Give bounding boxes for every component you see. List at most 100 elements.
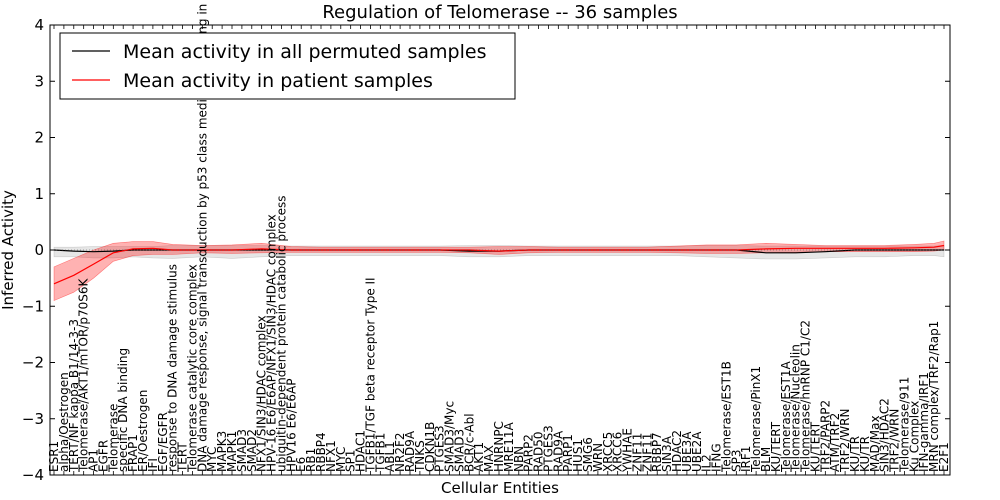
x-tick-label: alpha/Oestrogen (57, 372, 71, 472)
x-tick-label: RAD9A (551, 430, 565, 472)
x-tick-label: MRE11A (502, 421, 516, 472)
x-tick-label: NFX1 (324, 440, 338, 472)
x-tick-label: SMAD2 (245, 429, 259, 472)
x-tick-label: CDKN1B (423, 422, 437, 472)
x-tick-label: TRF2/PARP2 (818, 400, 832, 473)
x-tick-label: UBE3A (680, 431, 694, 472)
x-tick-label: E2F1 (937, 442, 951, 472)
x-tick-label: HDAC2 (670, 430, 684, 472)
x-tick-label: SP3 (729, 449, 743, 472)
x-tick-label: RBBP4 (314, 432, 328, 472)
x-tick-label: Ku Complex (907, 401, 921, 472)
x-tick-label: RAD50 (532, 431, 546, 472)
x-tick-label: RAD9A (403, 430, 417, 472)
x-tick-label: Telomerase/EST1A (779, 360, 793, 473)
legend-frame (59, 32, 516, 100)
y-tick-label: 2 (34, 129, 44, 147)
x-tick-label: YWHAE (621, 428, 635, 473)
x-tick-label: Telomerase/AKT1/mTOR/p70S6K (77, 278, 91, 474)
x-tick-label: E6 (294, 457, 308, 472)
y-tick-label: −3 (22, 410, 44, 428)
x-tick-label: KU/TR (858, 436, 872, 472)
y-tick-label: −1 (22, 297, 44, 315)
y-tick-label: 1 (34, 185, 44, 203)
x-tick-label: Telomerase/Nucleolin (789, 344, 803, 473)
x-tick-label: HDAC1 (354, 430, 368, 472)
x-tick-label: ESR1 (47, 441, 61, 472)
x-tick-label: MAPK1 (225, 431, 239, 472)
x-tick-label: response to DNA damage stimulus (166, 264, 180, 472)
x-tick-label: Telomerase/EST1B (719, 361, 733, 473)
x-axis-label: Cellular Entities (441, 479, 559, 497)
x-tick-label: Telomerase (106, 404, 120, 473)
x-tick-label: NR2F2 (393, 432, 407, 472)
legend: Mean activity in all permuted samples Me… (59, 32, 516, 100)
patient-mean-line (53, 244, 945, 285)
x-tick-label: TERT (176, 442, 190, 473)
x-tick-label: NFX1/SIN3/HDAC complex (255, 315, 269, 472)
x-tick-label: HNRNPC (492, 421, 506, 472)
x-tick-label: Telomerase/PinX1 (749, 366, 763, 473)
x-tick-label: RBBP7 (650, 432, 664, 472)
x-tick-label: XRCC6 (611, 432, 625, 472)
x-tick-label: XRCC5 (601, 432, 615, 472)
x-tick-label: ER/Oestrogen (136, 390, 150, 472)
x-tick-label: SIN3/HDAC2 (878, 398, 892, 472)
x-tick-label: AP1 (87, 449, 101, 472)
x-tick-label: WRN (591, 443, 605, 472)
y-tick-label: −4 (22, 466, 44, 484)
y-tick-label: −2 (22, 354, 44, 372)
x-tick-label: PARP2 (522, 434, 536, 472)
x-tick-label: HPV-16 E6/E6AP/NFX1/SIN3/HDAC complex (265, 214, 279, 472)
x-tick-label: SMAD3/Myc (443, 401, 457, 472)
x-tick-label: MAPK3 (215, 431, 229, 472)
chart-title: Regulation of Telomerase -- 36 samples (322, 2, 677, 23)
x-tick-label: TRF2/WRN (888, 409, 902, 473)
x-tick-label: MRN complex/TRF2/Rap1 (927, 321, 941, 472)
x-tick-label: ZNF11 (630, 433, 644, 472)
series-lines (53, 244, 945, 285)
x-tick-label: TRF2/WRN (838, 409, 852, 473)
x-tick-label: DNA damage response, signal transduction… (195, 0, 209, 472)
x-tick-label: ubiquitin-dependent protein catabolic pr… (274, 196, 288, 472)
x-tick-label: SP1 (344, 450, 358, 473)
x-tick-label: IFNG (710, 443, 724, 472)
x-tick-label: EGF/EGFR (156, 412, 170, 472)
x-tick-label: TNKS (413, 440, 427, 473)
x-tick-label: KU/TR (848, 436, 862, 472)
x-tick-label: TGFB1 (373, 433, 387, 473)
x-tick-label: IL2 (700, 454, 714, 472)
x-tick-label: PTGES3 (541, 425, 555, 472)
x-tick-label: SMG6 (581, 437, 595, 472)
y-tick-label: 0 (34, 241, 44, 259)
x-tick-label: HPV16 E6/E6AP (284, 378, 298, 471)
x-tick-label: BCR/c-Abl (462, 413, 476, 472)
x-tick-label: EGFR (96, 440, 110, 472)
x-tick-label: TERT/NF kappa B1/14-3-3 (67, 319, 81, 473)
x-tick-label: specific DNA binding (116, 348, 130, 472)
x-tick-label: NBN (512, 446, 526, 472)
x-tick-label: ZNF11 (640, 433, 654, 472)
x-tick-label: KU/TERT (769, 421, 783, 472)
x-tick-label: IRF1 (739, 446, 753, 472)
y-axis-label: Inferred Activity (0, 190, 17, 310)
x-tick-label: ABL1 (383, 441, 397, 472)
legend-label-permuted: Mean activity in all permuted samples (123, 41, 486, 63)
x-tick-label: FRAP1 (126, 434, 140, 472)
x-tick-label: Telomerase catalytic core complex (185, 264, 199, 473)
x-tick-label: Telomerase/911 (897, 377, 911, 473)
x-tick-label: RB1 (304, 448, 318, 472)
x-tick-label: MAX (482, 445, 496, 472)
y-tick-label: 3 (34, 72, 44, 90)
x-tick-label: MYC (334, 447, 348, 472)
x-tick-label: Telomerase/hnRNP C1/C2 (799, 320, 813, 473)
x-tick-label: AKT1 (472, 442, 486, 472)
x-tick-label: UBE2A (690, 431, 704, 472)
x-tick-label: IFI (146, 458, 160, 472)
y-axis: −4 −3 −2 −1 0 1 2 3 4 (22, 16, 950, 484)
x-tick-label: ATM/TRF2 (828, 413, 842, 472)
x-tick-label: IFN-gamma/IRF1 (917, 372, 931, 472)
x-tick-label: PARP1 (561, 434, 575, 472)
